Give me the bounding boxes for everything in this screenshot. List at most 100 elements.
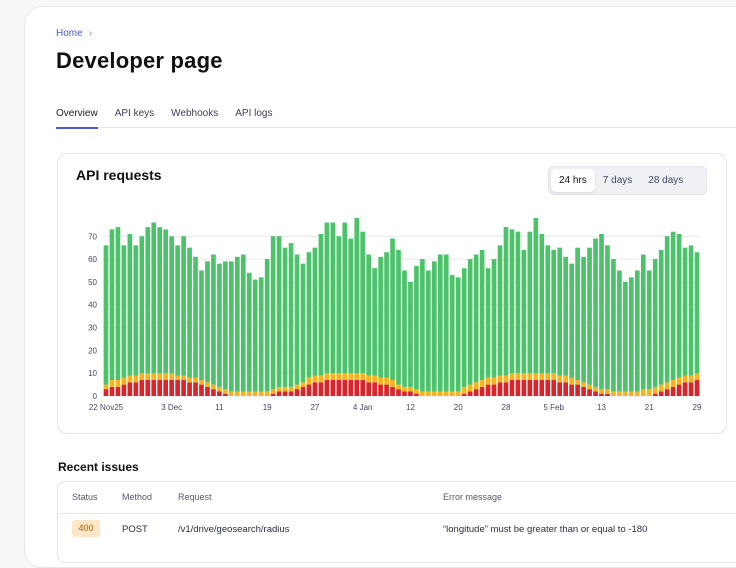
bar-segment <box>420 391 425 396</box>
bar-segment <box>611 391 616 396</box>
bar-segment <box>139 373 145 381</box>
bar-segment <box>646 270 652 390</box>
recent-issues-table <box>57 481 736 563</box>
table-divider <box>57 513 736 514</box>
column-header-error-message: Error message <box>443 492 503 502</box>
bar-segment <box>587 247 592 385</box>
bar-segment <box>545 380 551 396</box>
bar-segment <box>193 382 198 396</box>
bar-segment <box>115 386 121 396</box>
bar-segment <box>449 391 455 396</box>
bar-segment <box>312 382 318 396</box>
bar-segment <box>109 386 115 396</box>
tab-api-logs[interactable]: API logs <box>235 108 273 119</box>
range-7-days[interactable]: 7 days <box>602 175 633 186</box>
bar-segment <box>378 256 383 378</box>
bar-segment <box>629 277 634 392</box>
bar-segment <box>300 386 306 396</box>
bar-segment <box>175 245 180 376</box>
bar-segment <box>252 391 258 396</box>
bar-segment <box>527 373 533 381</box>
bar-segment <box>366 254 371 376</box>
bar-segment <box>324 222 330 374</box>
bar-segment <box>617 270 622 392</box>
bar-segment <box>330 222 336 374</box>
bar-segment <box>479 249 485 381</box>
bar-segment <box>497 245 503 376</box>
range-28-days[interactable]: 28 days <box>648 175 684 186</box>
bar-segment <box>569 377 574 385</box>
bar-segment <box>199 380 204 385</box>
bar-segment <box>336 373 342 381</box>
range-24-hrs[interactable]: 24 hrs <box>551 169 595 192</box>
bar-segment <box>587 389 592 396</box>
bar-segment <box>414 389 419 394</box>
bar-segment <box>223 261 228 390</box>
bar-segment <box>485 384 491 396</box>
bar-segment <box>521 249 527 374</box>
bar-segment <box>688 382 694 396</box>
bar-segment <box>658 249 664 385</box>
bar-segment <box>455 277 461 392</box>
tab-overview[interactable]: Overview <box>56 106 98 129</box>
column-header-method: Method <box>122 492 153 502</box>
column-header-status: Status <box>72 492 98 502</box>
bar-segment <box>181 236 186 376</box>
bar-segment <box>629 391 634 396</box>
bar-segment <box>217 263 222 387</box>
bar-segment <box>581 386 586 396</box>
x-tick-label: 21 <box>645 403 654 412</box>
bar-segment <box>688 245 694 376</box>
bar-segment <box>211 384 216 390</box>
bar-segment <box>414 265 419 390</box>
bar-segment <box>539 380 545 396</box>
bar-segment <box>533 218 539 374</box>
bar-segment <box>103 384 109 390</box>
tab-webhooks[interactable]: Webhooks <box>171 108 219 119</box>
table-cell-request[interactable]: /v1/drive/geosearch/radius <box>178 524 290 535</box>
y-tick-label: 30 <box>88 324 97 333</box>
table-cell-method: POST <box>122 524 148 535</box>
bar-segment <box>521 380 527 396</box>
bar-segment <box>593 386 598 392</box>
x-tick-label: 12 <box>406 403 415 412</box>
y-tick-label: 40 <box>88 301 97 310</box>
bar-segment <box>169 380 174 396</box>
bar-segment <box>169 373 174 381</box>
bar-segment <box>211 254 216 385</box>
bar-segment <box>664 389 670 396</box>
bar-segment <box>581 382 586 387</box>
bar-segment <box>360 380 366 396</box>
bar-segment <box>390 238 395 381</box>
bar-segment <box>682 375 688 383</box>
bar-segment <box>270 389 276 394</box>
bar-segment <box>437 254 443 392</box>
bar-segment <box>658 391 664 396</box>
page-title: Developer page <box>56 48 223 73</box>
bar-segment <box>646 389 652 396</box>
x-tick-label: 3 Dec <box>161 403 182 412</box>
bar-segment <box>688 375 694 383</box>
bar-segment <box>652 386 658 394</box>
bar-segment <box>312 375 318 383</box>
tab-api-keys[interactable]: API keys <box>114 108 155 119</box>
bar-segment <box>676 233 682 378</box>
x-tick-label: 11 <box>215 403 224 412</box>
breadcrumb-home-link[interactable]: Home <box>56 28 83 39</box>
bar-segment <box>246 272 252 392</box>
bar-segment <box>676 384 682 396</box>
chevron-right-icon: › <box>88 28 93 39</box>
bar-segment <box>503 375 509 383</box>
bar-segment <box>127 233 133 376</box>
bar-segment <box>103 245 109 385</box>
bar-segment <box>264 391 270 396</box>
bar-segment <box>175 380 180 396</box>
bar-segment <box>605 389 610 394</box>
bar-segment <box>145 380 151 396</box>
bar-segment <box>670 386 676 396</box>
bar-segment <box>270 393 276 396</box>
bar-segment <box>181 375 186 381</box>
bar-segment <box>557 247 563 376</box>
bar-segment <box>294 389 300 396</box>
bar-segment <box>366 382 371 396</box>
